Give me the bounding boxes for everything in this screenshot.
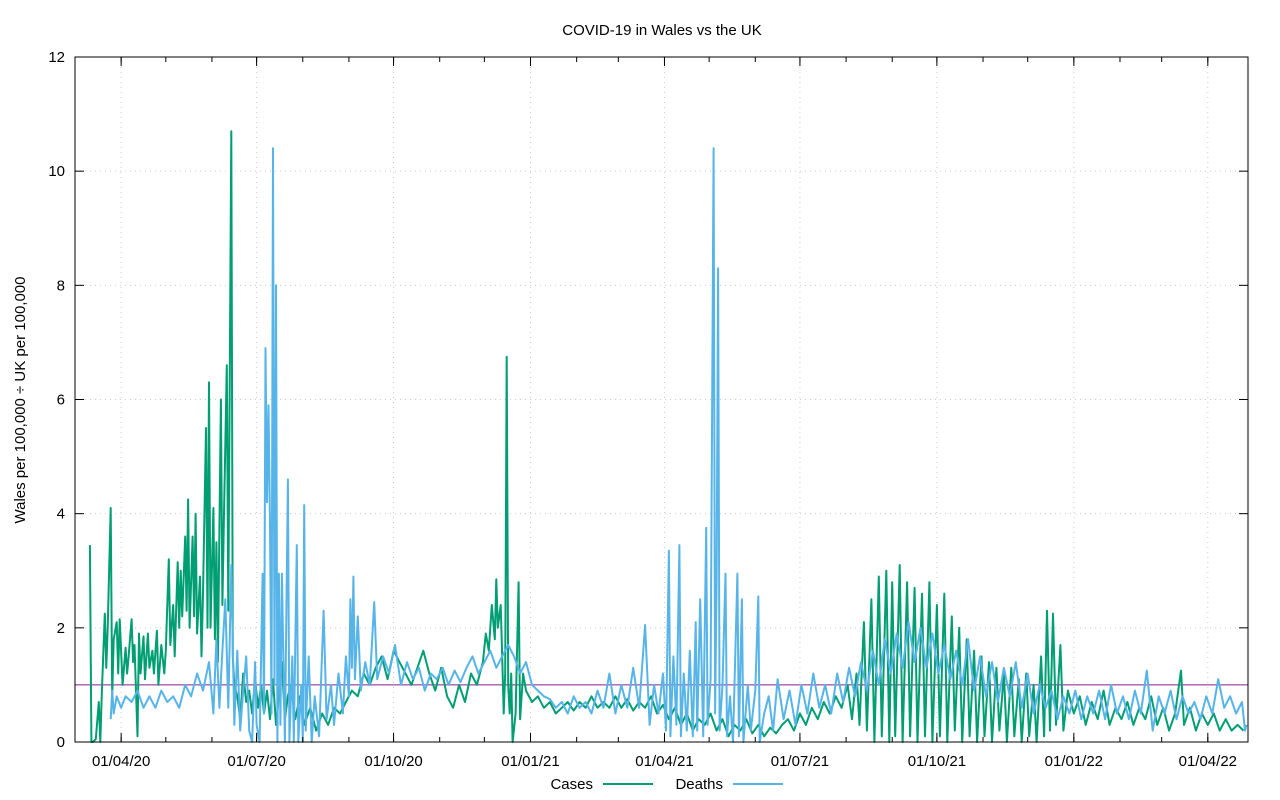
x-tick-label: 01/10/20	[364, 753, 422, 770]
x-tick-label: 01/01/22	[1045, 753, 1103, 770]
y-tick-label: 10	[48, 163, 65, 180]
chart-title: COVID-19 in Wales vs the UK	[562, 22, 762, 39]
x-tick-label: 01/04/20	[92, 753, 150, 770]
y-tick-label: 12	[48, 49, 65, 66]
y-tick-label: 4	[57, 506, 65, 523]
x-tick-labels: 01/04/20 01/07/20 01/10/20 01/01/21 01/04/21…	[92, 753, 1237, 770]
legend-label-deaths: Deaths	[675, 776, 723, 793]
x-tick-label: 01/10/21	[908, 753, 966, 770]
y-tick-labels: 0 2 4 6 8 10 12	[48, 49, 65, 751]
x-tick-label: 01/07/21	[771, 753, 829, 770]
series-layer	[88, 130, 1248, 743]
legend: Cases Deaths	[550, 776, 783, 793]
y-tick-label: 2	[57, 620, 65, 637]
y-tick-label: 0	[57, 734, 65, 751]
x-tick-label: 01/01/21	[501, 753, 559, 770]
x-tick-label: 01/04/21	[635, 753, 693, 770]
axis-ticks	[74, 56, 1248, 743]
series-line-cases	[88, 130, 1245, 743]
y-axis-label: Wales per 100,000 ÷ UK per 100,000	[12, 277, 29, 524]
y-tick-label: 6	[57, 392, 65, 409]
x-tick-label: 01/07/20	[227, 753, 285, 770]
series-line-deaths	[109, 147, 1248, 743]
x-tick-label: 01/04/22	[1179, 753, 1237, 770]
legend-label-cases: Cases	[550, 776, 593, 793]
y-tick-label: 8	[57, 277, 65, 294]
